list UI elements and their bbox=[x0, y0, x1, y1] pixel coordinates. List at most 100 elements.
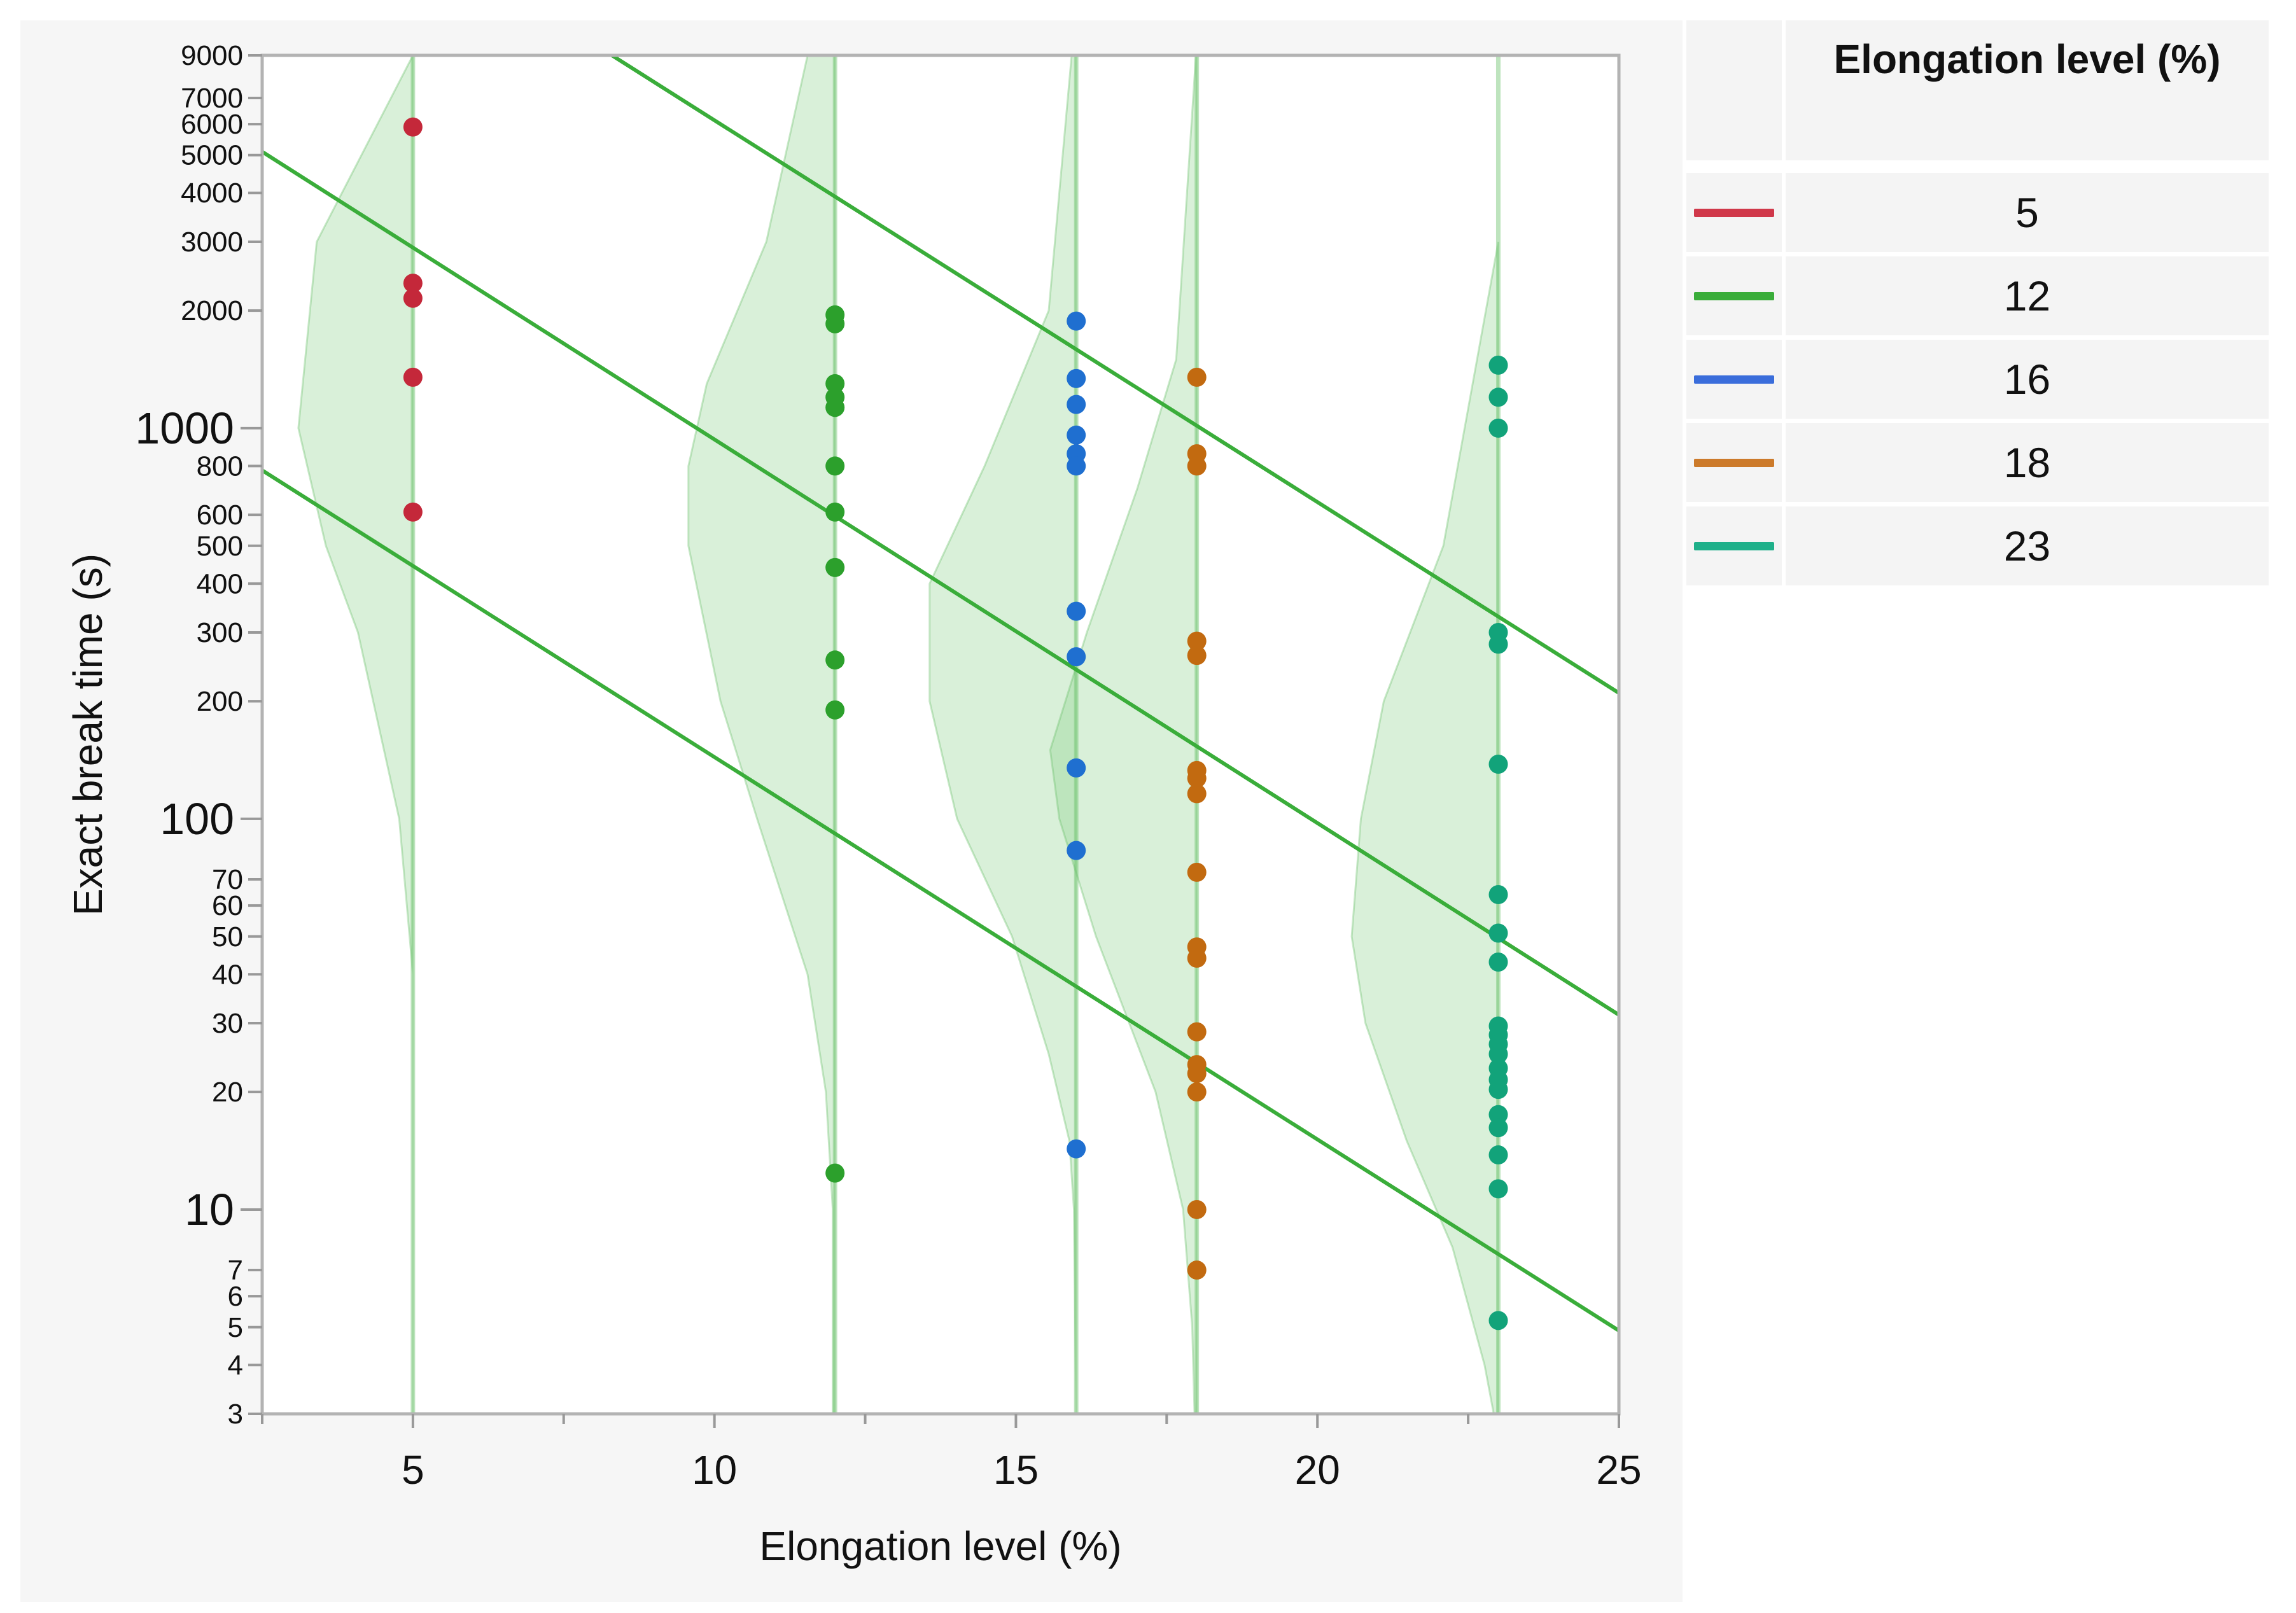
y-tick-label: 50 bbox=[212, 921, 243, 953]
y-tick-label: 100 bbox=[160, 794, 234, 844]
data-point bbox=[1187, 769, 1207, 788]
data-point bbox=[1488, 388, 1508, 407]
y-tick-label: 7000 bbox=[181, 83, 243, 114]
legend-entry: 12 bbox=[1686, 256, 2269, 335]
legend-swatch bbox=[1694, 291, 1774, 300]
x-tick-label: 25 bbox=[1596, 1447, 1641, 1493]
data-point bbox=[403, 502, 423, 522]
data-point bbox=[1187, 1022, 1207, 1042]
x-tick-label: 5 bbox=[402, 1447, 424, 1493]
data-point bbox=[825, 456, 845, 476]
data-point bbox=[1067, 841, 1086, 860]
x-tick-label: 15 bbox=[993, 1447, 1039, 1493]
data-point bbox=[1067, 456, 1086, 476]
x-axis-label: Elongation level (%) bbox=[759, 1523, 1121, 1569]
legend-label: 18 bbox=[1786, 423, 2269, 502]
data-point bbox=[1067, 647, 1086, 667]
data-point bbox=[1488, 755, 1508, 774]
data-point bbox=[1488, 418, 1508, 438]
y-tick-label: 40 bbox=[212, 959, 243, 990]
y-tick-label: 4 bbox=[228, 1350, 243, 1381]
legend-header: Elongation level (%) bbox=[1686, 20, 2269, 160]
y-tick-label: 800 bbox=[197, 450, 243, 482]
y-tick-label: 5000 bbox=[181, 140, 243, 171]
y-tick-label: 3 bbox=[228, 1399, 243, 1430]
legend-title: Elongation level (%) bbox=[1786, 20, 2269, 160]
legend-entry: 18 bbox=[1686, 423, 2269, 502]
data-point bbox=[1187, 948, 1207, 968]
y-tick-label: 600 bbox=[197, 499, 243, 531]
y-tick-label: 400 bbox=[197, 568, 243, 599]
data-point bbox=[1187, 456, 1207, 476]
data-point bbox=[1488, 1179, 1508, 1199]
density-band bbox=[297, 55, 414, 1414]
data-point bbox=[825, 557, 845, 577]
data-point bbox=[1488, 1105, 1508, 1124]
data-point bbox=[1067, 395, 1086, 414]
legend-swatch-cell bbox=[1686, 340, 1782, 419]
y-tick-label: 6 bbox=[228, 1281, 243, 1312]
y-axis-label: Exact break time (s) bbox=[65, 554, 111, 916]
fit-line-median bbox=[262, 150, 1619, 1017]
data-point bbox=[1187, 784, 1207, 804]
density-band bbox=[1350, 241, 1499, 1414]
y-tick-label: 7 bbox=[228, 1255, 243, 1286]
legend-label: 16 bbox=[1786, 340, 2269, 419]
y-tick-label: 4000 bbox=[181, 178, 243, 209]
data-point bbox=[1067, 368, 1086, 388]
density-band bbox=[687, 55, 836, 1414]
data-point bbox=[1488, 1145, 1508, 1165]
fit-line-lower bbox=[262, 468, 1619, 1332]
data-point bbox=[403, 367, 423, 387]
data-point bbox=[1488, 1044, 1508, 1064]
data-point bbox=[1488, 355, 1508, 375]
y-tick-label: 500 bbox=[197, 531, 243, 562]
data-point bbox=[1187, 1199, 1207, 1219]
legend-swatch-cell bbox=[1686, 256, 1782, 335]
y-tick-label: 2000 bbox=[181, 295, 243, 326]
plot-frame bbox=[260, 53, 1621, 1416]
legend-swatch-cell bbox=[1686, 506, 1782, 585]
x-tick-label: 10 bbox=[692, 1447, 737, 1493]
legend-swatch bbox=[1694, 458, 1774, 467]
y-tick-label: 10 bbox=[185, 1185, 234, 1234]
data-point bbox=[1067, 1139, 1086, 1159]
plot-panel: 5 10 15 20 25 10 100 1000 3 4 5 6 7 20 30 40 50 60 70 200 30… bbox=[20, 20, 1683, 1602]
y-tick-label: 70 bbox=[212, 864, 243, 895]
data-point bbox=[403, 288, 423, 308]
y-tick-label: 1000 bbox=[135, 403, 234, 453]
legend-swatch-cell bbox=[1686, 423, 1782, 502]
y-tick-label: 5 bbox=[228, 1312, 243, 1343]
data-point bbox=[1488, 923, 1508, 943]
legend-label: 23 bbox=[1786, 506, 2269, 585]
density-band bbox=[1049, 55, 1198, 1414]
legend-swatch bbox=[1694, 375, 1774, 384]
legend-entry: 16 bbox=[1686, 340, 2269, 419]
legend-entry: 23 bbox=[1686, 506, 2269, 585]
data-point bbox=[825, 314, 845, 333]
data-point bbox=[1488, 634, 1508, 654]
data-point bbox=[1187, 1064, 1207, 1084]
data-point bbox=[1187, 1260, 1207, 1280]
x-tick-label: 20 bbox=[1295, 1447, 1340, 1493]
data-point bbox=[1488, 884, 1508, 904]
data-point bbox=[1187, 646, 1207, 666]
fit-line-upper bbox=[610, 55, 1619, 695]
y-tick-label: 200 bbox=[197, 686, 243, 717]
data-point bbox=[1067, 601, 1086, 621]
data-point bbox=[1187, 1082, 1207, 1102]
y-tick-label: 20 bbox=[212, 1077, 243, 1108]
data-point bbox=[825, 1163, 845, 1183]
data-point bbox=[403, 117, 423, 137]
density-band bbox=[928, 55, 1077, 1414]
data-point bbox=[403, 274, 423, 293]
data-point bbox=[1488, 1311, 1508, 1330]
legend-swatch-cell bbox=[1686, 173, 1782, 252]
data-point bbox=[1067, 425, 1086, 445]
data-point bbox=[1067, 311, 1086, 331]
legend: Elongation level (%) 5 12 16 18 23 bbox=[1686, 20, 2269, 590]
y-tick-label: 3000 bbox=[181, 227, 243, 258]
data-point bbox=[825, 700, 845, 720]
data-point bbox=[825, 398, 845, 417]
legend-label: 12 bbox=[1786, 256, 2269, 335]
